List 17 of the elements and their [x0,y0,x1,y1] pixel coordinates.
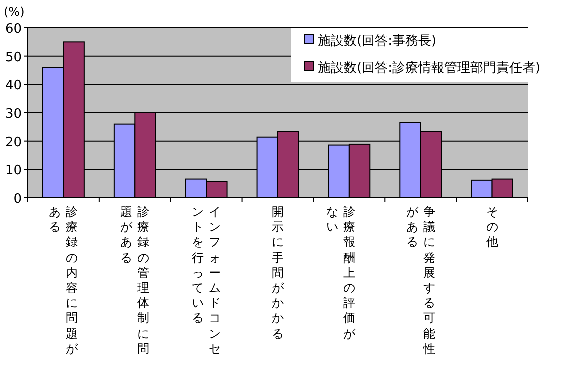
y-tick-label: 60 [5,22,22,37]
y-tick-label: 20 [5,135,22,150]
category-label: 診療録の管理体制に問題がある [120,205,150,356]
x-tick-label: その他 [485,205,500,252]
y-tick-label: 10 [5,164,22,179]
y-tick-label: 30 [5,107,22,122]
y-tick-label: 0 [14,192,22,207]
category-label: 争議に発展する可能性がある [406,205,436,356]
category-label: 開示に手間がかかる [272,205,284,341]
category-label: 診療報酬上の評価がない [326,205,356,341]
y-tick-label: 50 [5,50,22,66]
y-tick-label: 40 [5,78,22,94]
legend-label: 施設数(回答:診療情報管理部門責任者) [318,61,541,76]
y-axis-title: (%) [4,5,25,19]
legend-label: 施設数(回答:事務長) [318,34,437,49]
category-label: 診療録の内容に問題がある [49,205,78,356]
category-label: インフォームドコンセントを行っている [192,205,222,356]
